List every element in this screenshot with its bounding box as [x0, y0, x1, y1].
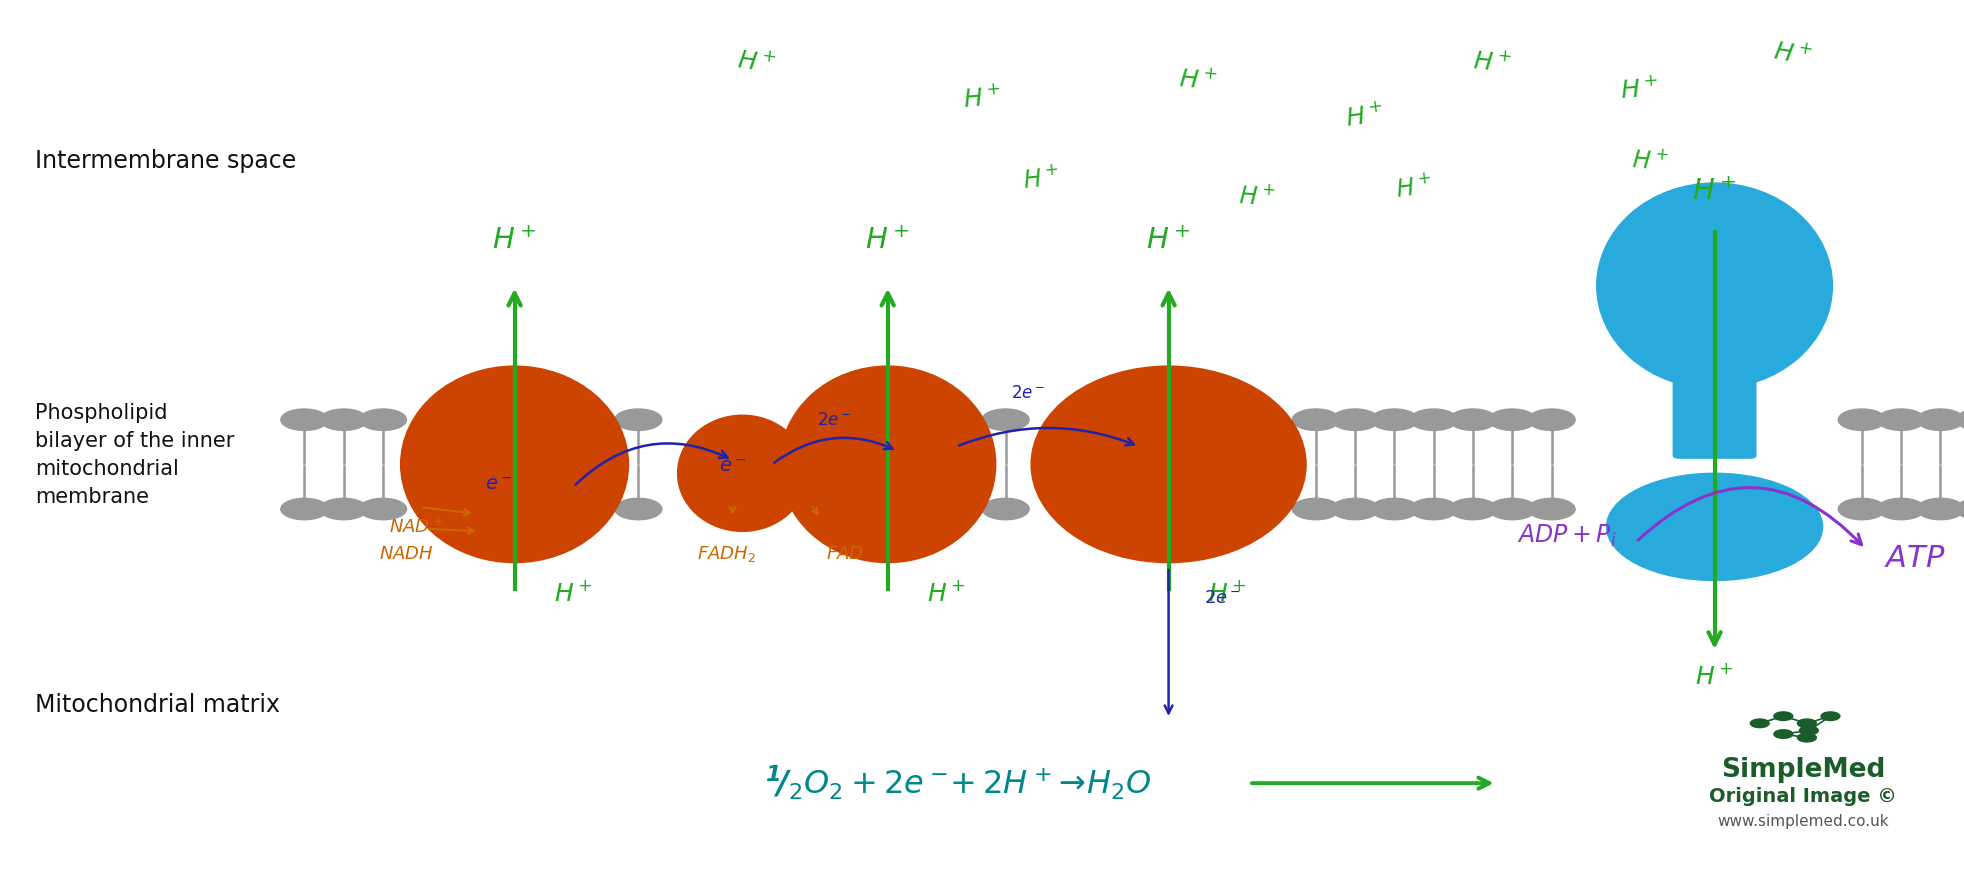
Text: Intermembrane space: Intermembrane space — [35, 149, 297, 172]
Circle shape — [1838, 409, 1885, 430]
Text: $H^+$: $H^+$ — [1473, 48, 1512, 77]
Text: $2e^-$: $2e^-$ — [1204, 589, 1241, 607]
Text: SimpleMed: SimpleMed — [1720, 756, 1885, 783]
Circle shape — [1878, 498, 1925, 520]
Text: $H^+$: $H^+$ — [1620, 76, 1660, 103]
Ellipse shape — [1031, 366, 1306, 563]
Circle shape — [320, 498, 367, 520]
Text: $H^+$: $H^+$ — [1695, 664, 1734, 689]
Text: $H^+$: $H^+$ — [1147, 227, 1190, 255]
Text: $H^+$: $H^+$ — [554, 581, 593, 606]
Circle shape — [1956, 409, 1964, 430]
Circle shape — [1917, 498, 1964, 520]
Circle shape — [982, 409, 1029, 430]
Text: $NAD^+$: $NAD^+$ — [389, 517, 444, 537]
Circle shape — [320, 409, 367, 430]
Circle shape — [1528, 498, 1575, 520]
Text: $H^+$: $H^+$ — [1772, 38, 1815, 70]
Circle shape — [1449, 498, 1497, 520]
Text: $ATP$: $ATP$ — [1883, 544, 1946, 572]
Circle shape — [615, 498, 662, 520]
Text: $2e^-$: $2e^-$ — [817, 411, 852, 429]
Circle shape — [1528, 409, 1575, 430]
Ellipse shape — [401, 366, 628, 563]
Text: $H^+$: $H^+$ — [493, 227, 536, 255]
Circle shape — [1797, 719, 1817, 728]
Text: Mitochondrial matrix: Mitochondrial matrix — [35, 694, 281, 717]
Text: $\mathregular{^1\!/}_2O_2+2e^-\!\!+2H^+\!\rightarrow\! H_2O$: $\mathregular{^1\!/}_2O_2+2e^-\!\!+2H^+\… — [766, 764, 1151, 802]
FancyBboxPatch shape — [1673, 332, 1756, 458]
Text: $H^+$: $H^+$ — [1630, 146, 1669, 175]
Text: $H^+$: $H^+$ — [927, 581, 966, 606]
Text: $H^+$: $H^+$ — [1343, 101, 1387, 131]
Circle shape — [1821, 712, 1840, 721]
Text: $H^+$: $H^+$ — [735, 47, 778, 78]
Circle shape — [615, 409, 662, 430]
Text: Original Image ©: Original Image © — [1709, 787, 1897, 806]
Text: $ADP+P_i$: $ADP+P_i$ — [1518, 522, 1616, 549]
FancyArrowPatch shape — [1638, 488, 1862, 545]
Circle shape — [359, 409, 407, 430]
Ellipse shape — [780, 366, 996, 563]
Circle shape — [1956, 498, 1964, 520]
Circle shape — [281, 498, 328, 520]
Circle shape — [1797, 733, 1817, 742]
Ellipse shape — [678, 415, 807, 531]
Text: $H^+$: $H^+$ — [1693, 178, 1736, 206]
Circle shape — [982, 498, 1029, 520]
Text: $e^-$: $e^-$ — [719, 456, 746, 476]
Circle shape — [1371, 498, 1418, 520]
Text: $FADH_2$: $FADH_2$ — [697, 544, 756, 563]
Circle shape — [1773, 730, 1793, 739]
Circle shape — [1489, 498, 1536, 520]
Circle shape — [1750, 719, 1770, 728]
Circle shape — [1332, 498, 1379, 520]
Circle shape — [1371, 409, 1418, 430]
Text: $H^+$: $H^+$ — [1021, 164, 1061, 193]
Circle shape — [1292, 409, 1339, 430]
Ellipse shape — [1597, 183, 1832, 388]
Circle shape — [1410, 409, 1457, 430]
Circle shape — [1878, 409, 1925, 430]
Circle shape — [359, 498, 407, 520]
Text: $H^+$: $H^+$ — [1178, 66, 1218, 95]
Text: $H^+$: $H^+$ — [866, 227, 909, 255]
Circle shape — [1410, 498, 1457, 520]
Circle shape — [1799, 726, 1819, 735]
Text: $NADH$: $NADH$ — [379, 545, 434, 563]
Text: www.simplemed.co.uk: www.simplemed.co.uk — [1717, 814, 1889, 829]
Circle shape — [1292, 498, 1339, 520]
Text: $H^+$: $H^+$ — [1394, 173, 1434, 202]
Text: $e^-$: $e^-$ — [485, 474, 513, 494]
Text: $H^+$: $H^+$ — [1237, 183, 1277, 210]
Text: $2e^-$: $2e^-$ — [1011, 384, 1045, 402]
Circle shape — [1838, 498, 1885, 520]
Text: Phospholipid
bilayer of the inner
mitochondrial
membrane: Phospholipid bilayer of the inner mitoch… — [35, 404, 236, 507]
Circle shape — [1773, 712, 1793, 721]
Circle shape — [1917, 409, 1964, 430]
Text: $H^+$: $H^+$ — [962, 84, 1002, 113]
Circle shape — [1332, 409, 1379, 430]
Text: $H^+$: $H^+$ — [1208, 581, 1247, 606]
Ellipse shape — [1607, 473, 1823, 580]
Circle shape — [1489, 409, 1536, 430]
Circle shape — [281, 409, 328, 430]
Circle shape — [1449, 409, 1497, 430]
Text: $FAD$: $FAD$ — [825, 545, 864, 563]
